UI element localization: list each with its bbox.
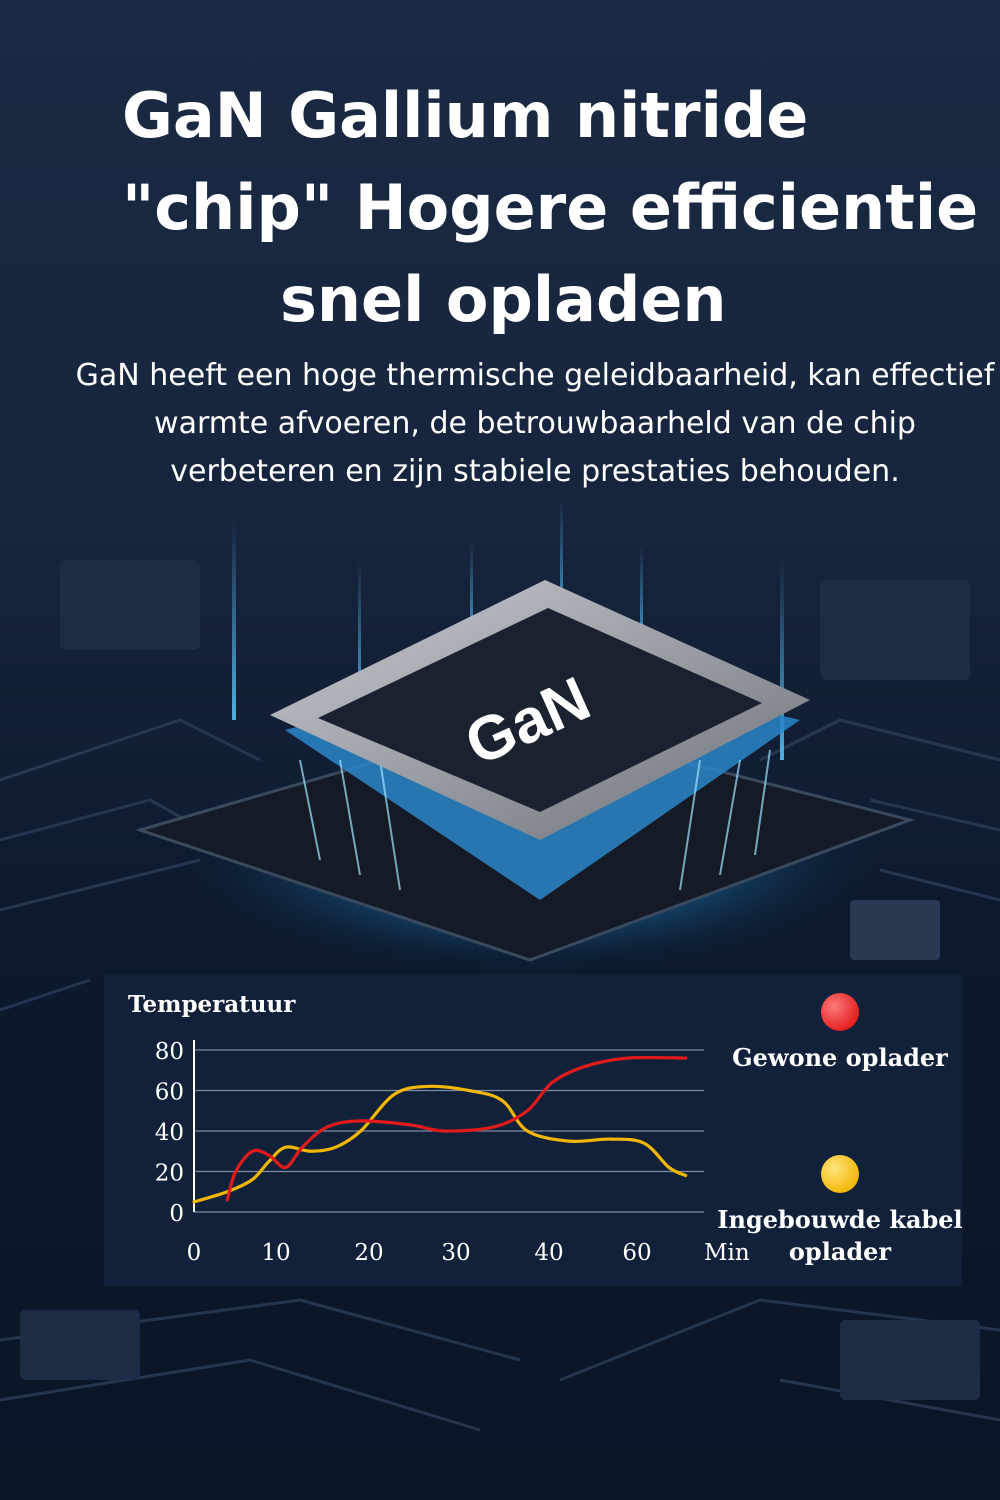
y-tick-label: 40 [155,1120,184,1146]
x-tick-label: 20 [354,1240,383,1266]
headline-line-3: snel opladen [280,263,727,336]
legend-yellow-dot-icon [821,1155,859,1193]
temperature-chart: Temperatuur 0 20 40 60 80 0 10 20 30 40 60 Min Gew… [128,991,962,1266]
light-beams [232,500,784,760]
series-line-gewone-oplader [225,1055,688,1202]
temperature-chart-panel: Temperatuur 0 20 40 60 80 0 10 20 30 40 60 Min Gew… [104,974,962,1286]
legend-label-gewone-oplader: Gewone oplader [732,1043,948,1072]
y-axis-label: Temperatuur [128,991,296,1018]
description-text: GaN heeft een hoge thermische geleidbaar… [75,358,995,489]
x-tick-labels: 0 10 20 30 40 60 Min [187,1240,750,1266]
headline-line-1: GaN Gallium nitride [122,79,809,152]
y-tick-label: 80 [155,1039,184,1065]
x-tick-label: 40 [534,1240,563,1266]
chart-grid [193,1040,704,1213]
legend-label-ingebouwde-kabel-oplader: Ingebouwde kabel oplader [717,1205,962,1266]
headline-line-2: "chip" Hogere efficientie [122,171,979,244]
chart-series-lines [192,1055,688,1204]
x-tick-label: 10 [261,1240,290,1266]
y-tick-labels: 0 20 40 60 80 [155,1039,184,1227]
x-tick-label: 0 [187,1240,202,1266]
headline: GaN Gallium nitride "chip" Hogere effici… [0,70,1000,346]
series-line-ingebouwde-kabel-oplader [192,1084,688,1204]
board-components [20,560,980,1400]
circuit-traces [0,718,1000,1432]
y-tick-label: 0 [169,1201,184,1227]
x-tick-label: Min [704,1240,750,1266]
x-tick-label: 60 [622,1240,651,1266]
chip-die [318,608,762,812]
x-tick-label: 30 [441,1240,470,1266]
y-tick-label: 20 [155,1161,184,1187]
chart-legend: Gewone oplader Ingebouwde kabel oplader [717,993,962,1266]
y-tick-label: 60 [155,1080,184,1106]
legend-red-dot-icon [821,993,859,1031]
